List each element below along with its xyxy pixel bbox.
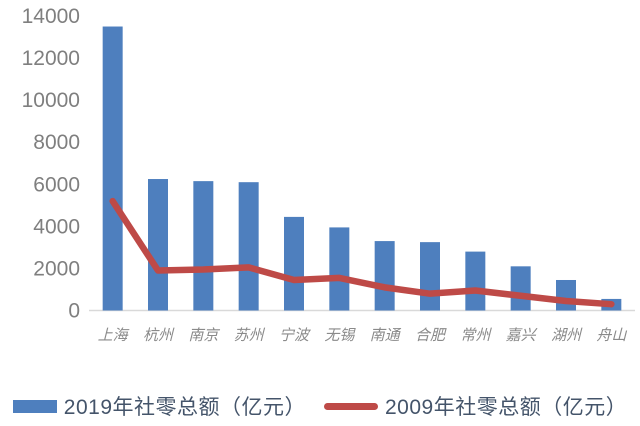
trend-line-2009: [109, 197, 615, 308]
y-tick-label: 12000: [22, 47, 80, 70]
x-tick-label-湖州: 湖州: [551, 327, 583, 344]
combo-chart: 0 2000 4000 6000 8000 10000 12000 14000 上海 杭州 南京 苏州…: [22, 5, 635, 344]
y-tick-label: 4000: [33, 215, 80, 238]
bar-杭州: [148, 179, 168, 311]
bar-湖州: [556, 279, 576, 311]
bar-嘉兴: [510, 266, 531, 311]
x-tick-label-合肥: 合肥: [415, 327, 447, 344]
x-tick-label-苏州: 苏州: [234, 327, 266, 344]
legend-label-2019: 2019年社零总额（亿元）: [63, 396, 306, 419]
x-tick-label-杭州: 杭州: [143, 327, 175, 344]
x-tick-label-上海: 上海: [98, 327, 130, 344]
bar-苏州: [238, 182, 259, 311]
x-tick-label-常州: 常州: [460, 327, 492, 344]
bar-无锡: [329, 227, 350, 311]
y-tick-label: 14000: [22, 5, 80, 28]
legend-line-swatch-icon: [324, 402, 378, 410]
bar-宁波: [284, 216, 304, 311]
x-tick-label-南通: 南通: [370, 327, 402, 344]
y-tick-label: 8000: [33, 131, 80, 154]
plot-area: 0 2000 4000 6000 8000 10000 12000 14000 上海 杭州 南京 苏州…: [22, 5, 635, 344]
y-tick-label: 0: [68, 300, 80, 323]
x-tick-label-南京: 南京: [188, 327, 220, 344]
y-tick-label: 2000: [33, 257, 80, 280]
bar-南京: [193, 181, 214, 311]
legend-item-2019: 2019年社零总额（亿元）: [12, 391, 306, 421]
bar-上海: [102, 26, 123, 311]
x-tick-label-舟山: 舟山: [596, 327, 627, 344]
bar-南通: [374, 241, 395, 311]
y-tick-label: 10000: [22, 89, 80, 112]
legend: 2019年社零总额（亿元） 2009年社零总额（亿元）: [0, 390, 640, 422]
bar-常州: [465, 251, 486, 311]
legend-label-2009: 2009年社零总额（亿元）: [385, 396, 628, 419]
legend-item-2009: 2009年社零总额（亿元）: [324, 391, 627, 421]
x-tick-label-嘉兴: 嘉兴: [506, 327, 538, 344]
x-tick-label-无锡: 无锡: [324, 327, 356, 344]
legend-bar-swatch-icon: [12, 399, 57, 413]
y-tick-label: 6000: [33, 173, 80, 196]
bar-合肥: [420, 242, 440, 311]
x-tick-label-宁波: 宁波: [279, 327, 311, 344]
